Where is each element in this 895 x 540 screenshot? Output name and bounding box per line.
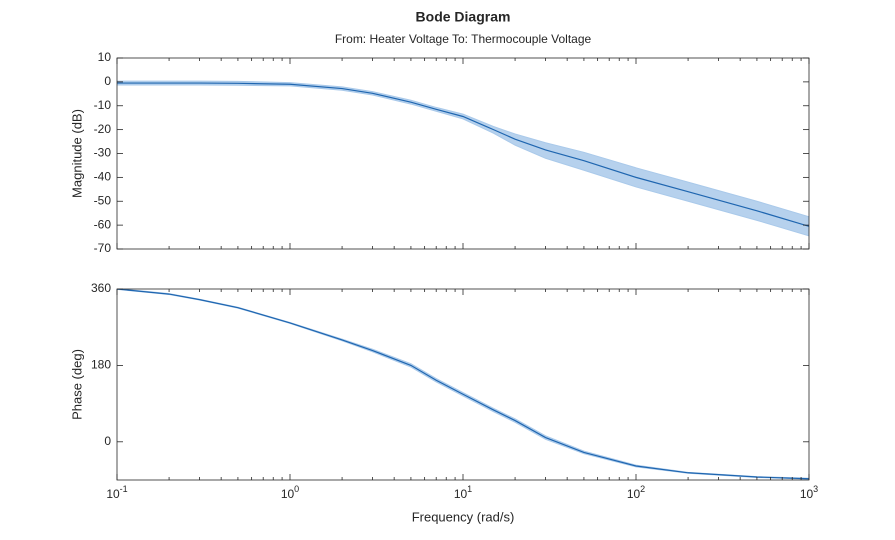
x-tick-exponent: 1 (467, 484, 472, 494)
chart-subtitle: From: Heater Voltage To: Thermocouple Vo… (335, 32, 592, 46)
x-tick-base: 10 (106, 487, 120, 501)
x-tick-label: 103 (800, 484, 818, 501)
axes-frame (116, 288, 810, 481)
x-tick-label: 10-1 (106, 484, 127, 501)
response-line (117, 289, 809, 480)
x-tick-base: 10 (627, 487, 641, 501)
axes-frame (116, 57, 810, 250)
plot-area (117, 289, 809, 480)
confidence-band (117, 289, 809, 480)
x-axis-label: Frequency (rad/s) (412, 509, 515, 524)
y-tick-label: -70 (94, 241, 112, 255)
y-tick-label: 10 (98, 50, 112, 64)
plot-area (117, 80, 809, 237)
response-line (117, 82, 809, 227)
y-tick-label: -20 (94, 122, 112, 136)
y-tick-label: -60 (94, 217, 112, 231)
y-tick-label: 0 (104, 74, 111, 88)
x-tick-label: 101 (454, 484, 472, 501)
x-tick-label: 100 (281, 484, 299, 501)
x-tick-exponent: 3 (813, 484, 818, 494)
x-tick-exponent: 0 (294, 484, 299, 494)
confidence-band (117, 80, 809, 237)
y-tick-label: -50 (94, 193, 112, 207)
y-tick-label: -30 (94, 146, 112, 160)
x-tick-base: 10 (454, 487, 468, 501)
x-tick-exponent: -1 (120, 484, 128, 494)
y-tick-label: 180 (91, 358, 111, 372)
y-tick-label: -40 (94, 170, 112, 184)
y-tick-label: 360 (91, 281, 111, 295)
chart-title: Bode Diagram (416, 9, 511, 25)
x-tick-label: 102 (627, 484, 645, 501)
x-tick-base: 10 (281, 487, 295, 501)
x-tick-exponent: 2 (640, 484, 645, 494)
y-axis-label: Phase (deg) (69, 349, 84, 420)
y-axis-label: Magnitude (dB) (69, 109, 84, 198)
x-tick-base: 10 (800, 487, 814, 501)
y-tick-label: 0 (104, 434, 111, 448)
y-tick-label: -10 (94, 98, 112, 112)
